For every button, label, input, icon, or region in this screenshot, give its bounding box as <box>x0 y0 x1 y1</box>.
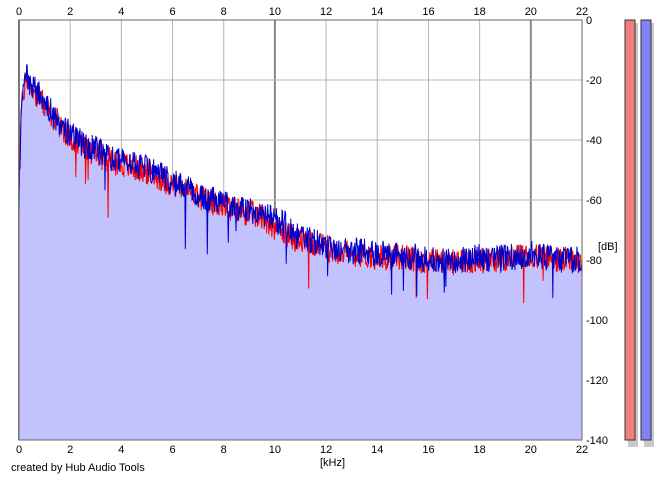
x-tick-label-bottom: 10 <box>269 444 281 456</box>
x-tick-label-bottom: 0 <box>16 444 22 456</box>
y-tick-label: -80 <box>586 255 602 267</box>
x-tick-label-bottom: 20 <box>525 444 537 456</box>
y-axis-label: [dB] <box>598 241 618 253</box>
x-tick-label-top: 2 <box>67 6 73 18</box>
x-tick-label-bottom: 12 <box>320 444 332 456</box>
left-level-meter <box>624 19 636 441</box>
x-tick-labels-top: 0 2 4 6 8 10 12 14 16 18 20 22 <box>16 6 588 18</box>
x-tick-label-top: 14 <box>371 6 383 18</box>
x-tick-label-bottom: 14 <box>371 444 383 456</box>
x-axis-label: [kHz] <box>320 457 346 469</box>
x-tick-label-top: 6 <box>169 6 175 18</box>
x-tick-label-top: 10 <box>269 6 281 18</box>
level-meters <box>624 19 654 447</box>
y-tick-label: -100 <box>586 315 608 327</box>
y-tick-label: -120 <box>586 375 608 387</box>
x-tick-label-bottom: 8 <box>221 444 227 456</box>
y-tick-label: -40 <box>586 135 602 147</box>
x-tick-label-top: 20 <box>525 6 537 18</box>
y-tick-label: 0 <box>586 15 592 27</box>
y-tick-label: -20 <box>586 75 602 87</box>
x-tick-label-top: 8 <box>221 6 227 18</box>
plot-border <box>18 19 583 441</box>
right-level-meter <box>640 19 652 441</box>
x-tick-label-top: 22 <box>576 6 588 18</box>
x-tick-label-top: 4 <box>118 6 124 18</box>
x-tick-label-top: 16 <box>422 6 434 18</box>
x-tick-label-top: 18 <box>474 6 486 18</box>
y-tick-labels: 0 -20 -40 -60 -80 -100 -120 -140 <box>586 15 608 447</box>
plot-frame <box>18 19 583 441</box>
x-tick-label-bottom: 2 <box>67 444 73 456</box>
credit-text: created by Hub Audio Tools <box>11 462 145 474</box>
x-tick-label-top: 0 <box>16 6 22 18</box>
x-tick-label-bottom: 22 <box>576 444 588 456</box>
series-lines <box>18 64 583 304</box>
spectrum-fill <box>19 64 582 441</box>
x-tick-labels-bottom: 0 2 4 6 8 10 12 14 16 18 20 22 <box>16 444 588 456</box>
y-tick-label: -140 <box>586 435 608 447</box>
x-tick-label-bottom: 4 <box>118 444 124 456</box>
x-tick-label-top: 12 <box>320 6 332 18</box>
x-tick-label-bottom: 18 <box>474 444 486 456</box>
x-tick-label-bottom: 6 <box>169 444 175 456</box>
x-tick-label-bottom: 16 <box>422 444 434 456</box>
y-tick-label: -60 <box>586 195 602 207</box>
series-line-blue <box>18 64 583 299</box>
spectrum-area <box>19 64 582 441</box>
